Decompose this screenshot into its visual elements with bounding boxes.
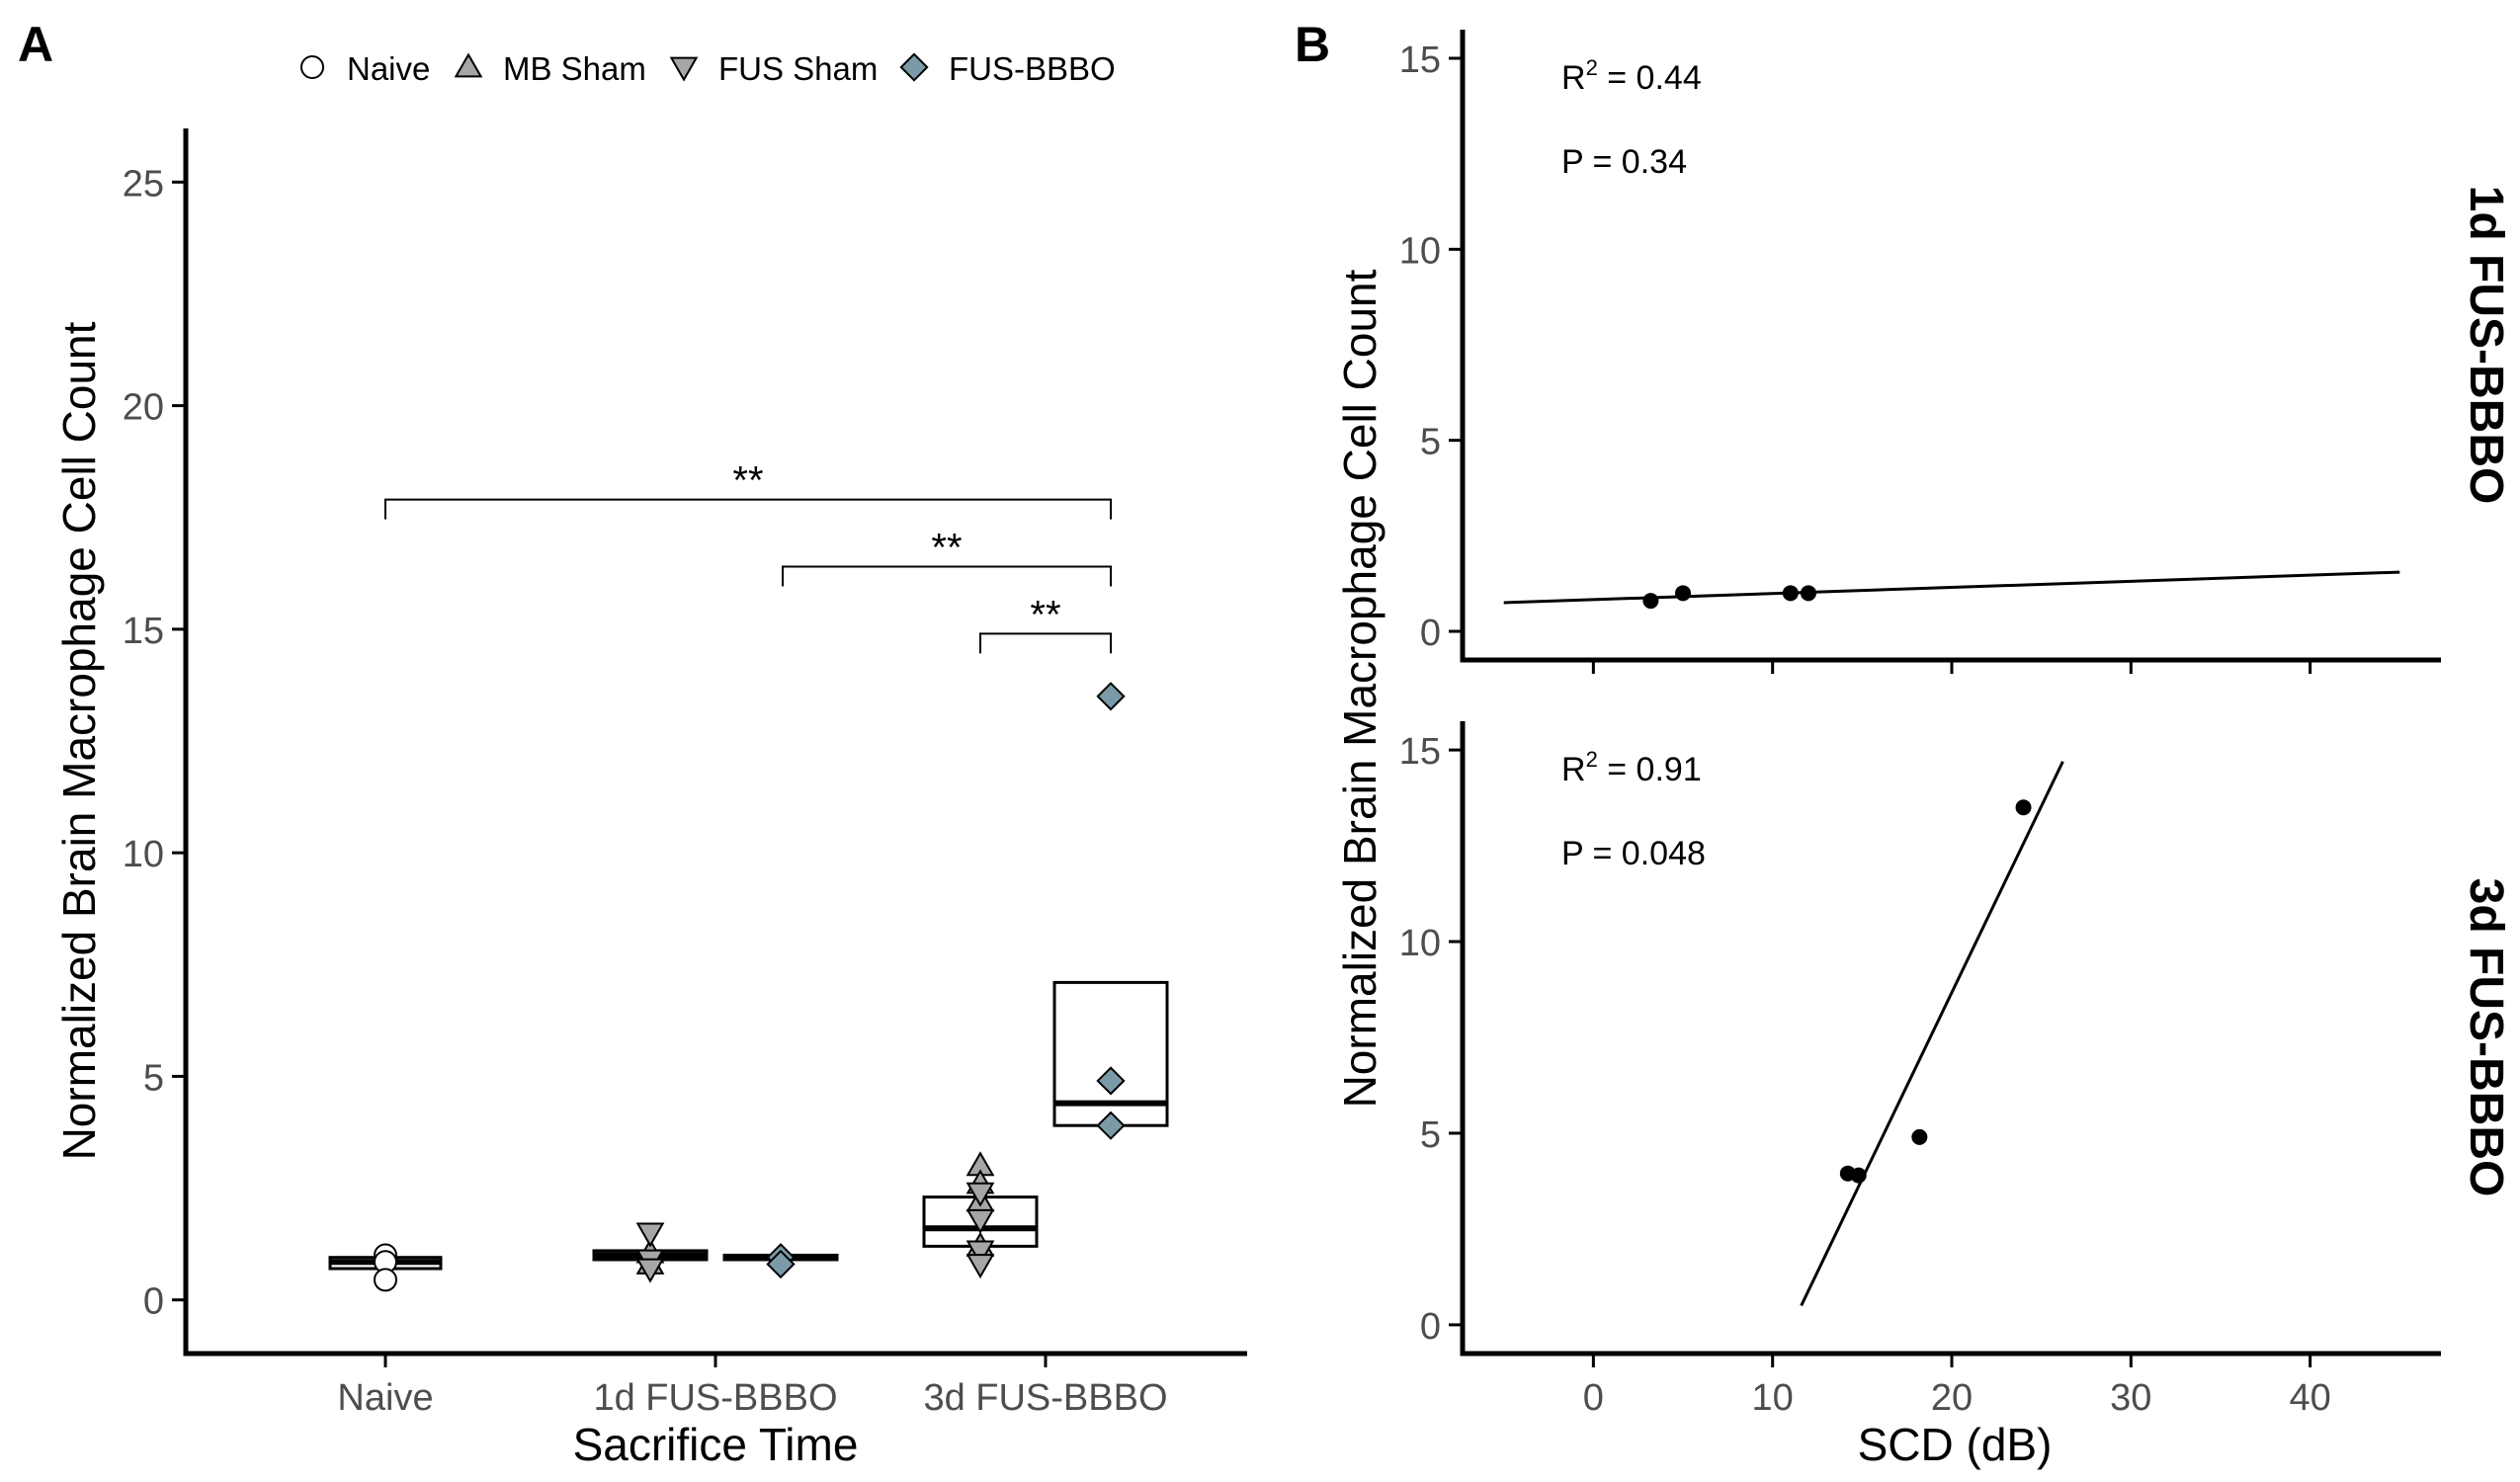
y-tick-label: 5 xyxy=(143,1057,164,1099)
point-diamond xyxy=(1096,1111,1126,1140)
regression-line xyxy=(1800,761,2064,1307)
point-diamond xyxy=(1096,1066,1126,1096)
y-tick-label: 0 xyxy=(1420,613,1441,654)
scatter-point xyxy=(1911,1128,1928,1145)
panel-label-a: A xyxy=(18,17,53,72)
point-triangle-down xyxy=(966,1182,995,1207)
x-axis-title: Sacrifice Time xyxy=(573,1419,859,1470)
panel-b-y-axis-title: Normalized Brain Macrophage Cell Count xyxy=(1334,269,1386,1108)
x-tick-label: 30 xyxy=(2110,1377,2151,1419)
point-diamond xyxy=(1096,682,1126,711)
panel-b-x-axis-title: SCD (dB) xyxy=(1858,1419,2053,1470)
significance-label: ** xyxy=(732,459,763,503)
y-tick-label: 20 xyxy=(123,387,164,429)
scatter-point xyxy=(1850,1167,1867,1184)
x-tick-label: 40 xyxy=(2289,1377,2330,1419)
diamond-icon xyxy=(899,52,929,82)
y-tick-label: 15 xyxy=(123,611,164,652)
facet-label: 1d FUS-BBBO xyxy=(2460,186,2512,505)
scatter-point xyxy=(1675,585,1692,602)
p-value-annotation: P = 0.34 xyxy=(1561,143,1687,181)
y-tick-label: 25 xyxy=(123,163,164,205)
r-squared-annotation: R2 = 0.44 xyxy=(1561,55,1702,97)
y-tick-label: 0 xyxy=(1420,1306,1441,1348)
triangle-down-icon xyxy=(669,56,699,82)
y-tick-label: 15 xyxy=(1399,731,1441,773)
legend-label: MB Sham xyxy=(503,50,646,87)
x-tick-label: 20 xyxy=(1931,1377,1973,1419)
p-value-annotation: P = 0.048 xyxy=(1561,835,1706,872)
x-tick-label: 3d FUS-BBBO xyxy=(923,1377,1167,1419)
x-tick-label: Naive xyxy=(337,1377,433,1419)
panel-b-3d-scatter: 0 5 10 15 0 10 20 30 40 R2 = 0.91 P = 0.048 3d FUS-… xyxy=(1399,721,2512,1419)
facet-label: 3d FUS-BBBO xyxy=(2460,878,2512,1197)
point-triangle-down xyxy=(966,1240,995,1266)
legend: Naive MB Sham FUS Sham FUS-BBBO xyxy=(300,50,1116,87)
data-points xyxy=(374,682,1126,1292)
regression-line xyxy=(1503,570,2400,605)
panel-a-boxplot: ** ** ** 0 5 10 15 20 25 Naive 1d FUS-BBBO 3d FUS-… xyxy=(53,128,1247,1470)
significance-bracket xyxy=(384,498,1112,520)
significance-bracket xyxy=(979,632,1112,654)
circle-icon xyxy=(300,55,324,79)
axes: 0 5 10 15 20 25 Naive 1d FUS-BBBO 3d FUS-BBBO xyxy=(123,128,1247,1419)
point-circle xyxy=(374,1268,397,1292)
y-tick-label: 5 xyxy=(1420,1114,1441,1156)
panel-label-b: B xyxy=(1295,17,1330,72)
scatter-point xyxy=(1800,585,1816,602)
y-axis-title: Normalized Brain Macrophage Cell Count xyxy=(53,321,105,1160)
x-tick-label: 10 xyxy=(1752,1377,1794,1419)
y-tick-label: 10 xyxy=(1399,923,1441,964)
y-tick-label: 10 xyxy=(123,834,164,875)
panel-b-1d-scatter: 0 5 10 15 R2 = 0.44 P = 0.34 1d FUS-BBBO xyxy=(1399,30,2512,674)
x-tick-label: 1d FUS-BBBO xyxy=(593,1377,837,1419)
scatter-point xyxy=(2015,799,2032,816)
significance-label: ** xyxy=(1030,593,1060,636)
legend-label: FUS Sham xyxy=(718,50,878,87)
point-diamond xyxy=(766,1249,796,1279)
x-tick-label: 0 xyxy=(1583,1377,1604,1419)
scatter-point xyxy=(1782,585,1799,602)
scatter-point xyxy=(1642,593,1659,610)
significance-bracket xyxy=(782,565,1112,587)
point-triangle-down xyxy=(635,1222,665,1248)
point-triangle-down xyxy=(966,1208,995,1234)
y-tick-label: 15 xyxy=(1399,40,1441,81)
legend-label: FUS-BBBO xyxy=(949,50,1116,87)
legend-label: Naive xyxy=(347,50,430,87)
significance-brackets: ** ** ** xyxy=(384,459,1112,654)
r-squared-annotation: R2 = 0.91 xyxy=(1561,747,1702,788)
y-tick-label: 10 xyxy=(1399,230,1441,272)
point-triangle-down xyxy=(635,1258,665,1283)
triangle-up-icon xyxy=(454,52,483,78)
y-tick-label: 5 xyxy=(1420,422,1441,463)
boxes xyxy=(328,980,1169,1271)
significance-label: ** xyxy=(931,527,962,570)
point-triangle-down xyxy=(966,1254,995,1279)
y-tick-label: 0 xyxy=(143,1281,164,1323)
